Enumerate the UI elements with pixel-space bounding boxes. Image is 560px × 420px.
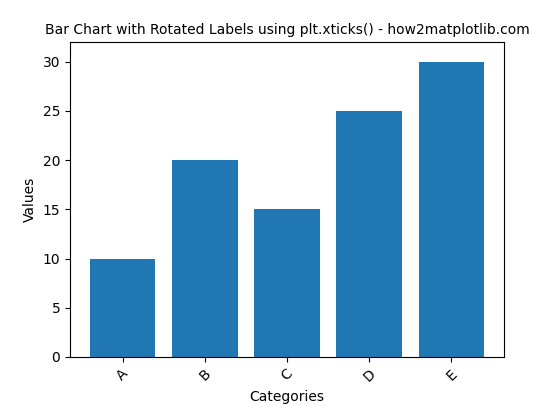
Title: Bar Chart with Rotated Labels using plt.xticks() - how2matplotlib.com: Bar Chart with Rotated Labels using plt.… <box>45 23 529 37</box>
X-axis label: Categories: Categories <box>250 390 324 404</box>
Bar <box>90 259 156 357</box>
Bar <box>337 111 402 357</box>
Bar <box>418 62 484 357</box>
Bar <box>172 160 237 357</box>
Bar <box>254 209 320 357</box>
Y-axis label: Values: Values <box>23 177 37 222</box>
